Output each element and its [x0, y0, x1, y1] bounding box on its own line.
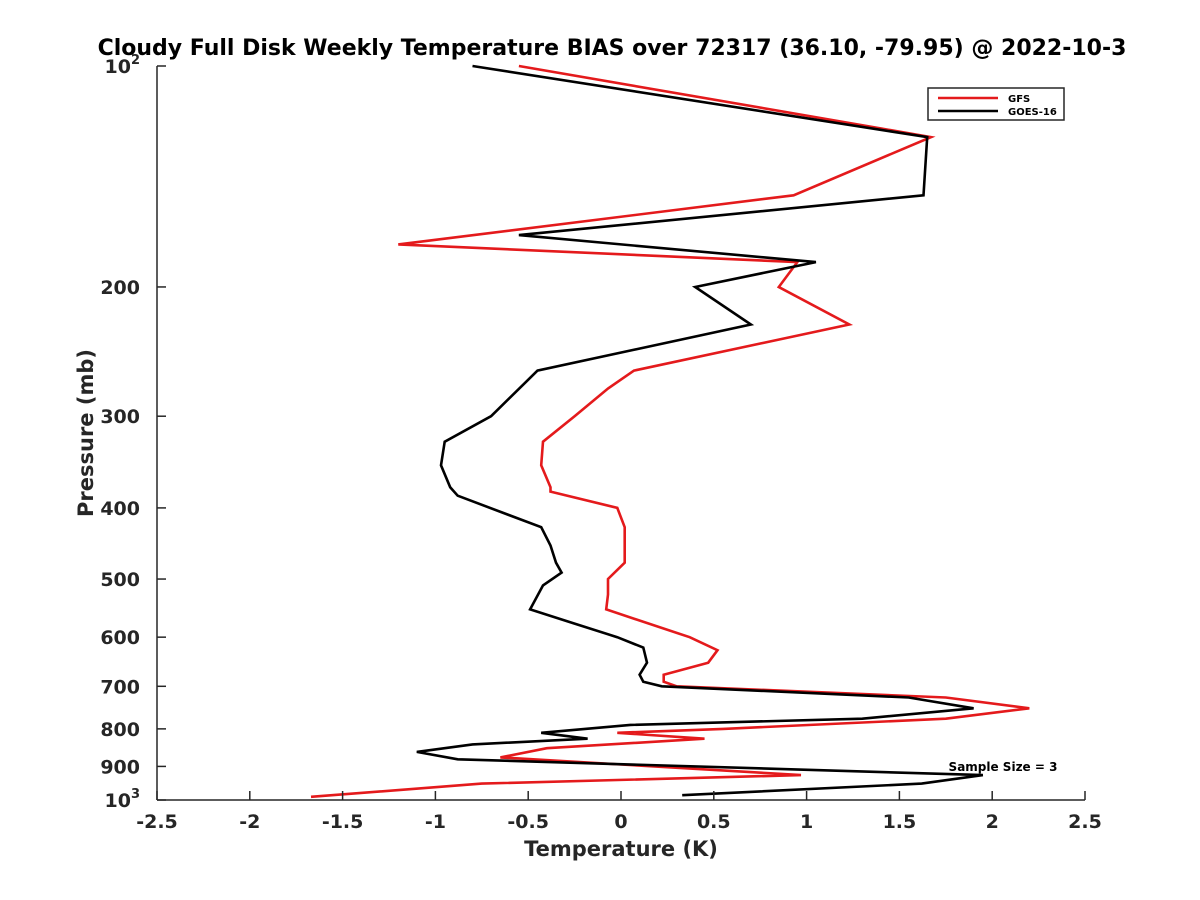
plot-area [310, 64, 1030, 799]
y-tick-label: 200 [100, 277, 140, 299]
x-tick-label: 2.5 [1068, 811, 1102, 833]
y-tick-label: 103 [105, 787, 141, 812]
y-tick-label: 600 [100, 627, 140, 649]
series-line-gfs [310, 64, 1030, 799]
x-axis-label: Temperature (K) [524, 837, 718, 861]
x-tick-label: 2 [986, 811, 999, 833]
axes: -2.5 -2 -1.5 -1 -0.5 0 0.5 1 1.5 2 2.5 102 200 300 400… [100, 53, 1102, 833]
legend-box [927, 87, 1065, 121]
y-tick-label: 900 [100, 756, 140, 778]
series-line-goes-16 [416, 64, 984, 797]
y-tick-label: 400 [100, 498, 140, 520]
y-tick-label: 300 [100, 406, 140, 428]
x-tick-label: -0.5 [507, 811, 549, 833]
y-tick-label: 800 [100, 719, 140, 741]
y-tick-label: 500 [100, 569, 140, 591]
y-axis-label: Pressure (mb) [74, 349, 98, 517]
x-tick-label: -2 [239, 811, 260, 833]
x-tick-label: -1 [425, 811, 446, 833]
x-tick-label: 1.5 [883, 811, 917, 833]
x-tick-label: -1.5 [322, 811, 364, 833]
y-tick-label: 700 [100, 676, 140, 698]
sample-size-annotation: Sample Size = 3 [949, 760, 1058, 774]
legend-label: GOES-16 [1008, 107, 1057, 118]
legend-label: GFS [1008, 94, 1030, 105]
x-tick-label: 1 [800, 811, 813, 833]
legend: GFS GOES-16 [927, 87, 1065, 121]
y-tick-label: 102 [105, 53, 141, 78]
x-tick-label: -2.5 [136, 811, 178, 833]
chart-title: Cloudy Full Disk Weekly Temperature BIAS… [98, 36, 1127, 61]
x-tick-label: 0 [614, 811, 627, 833]
x-tick-label: 0.5 [697, 811, 731, 833]
